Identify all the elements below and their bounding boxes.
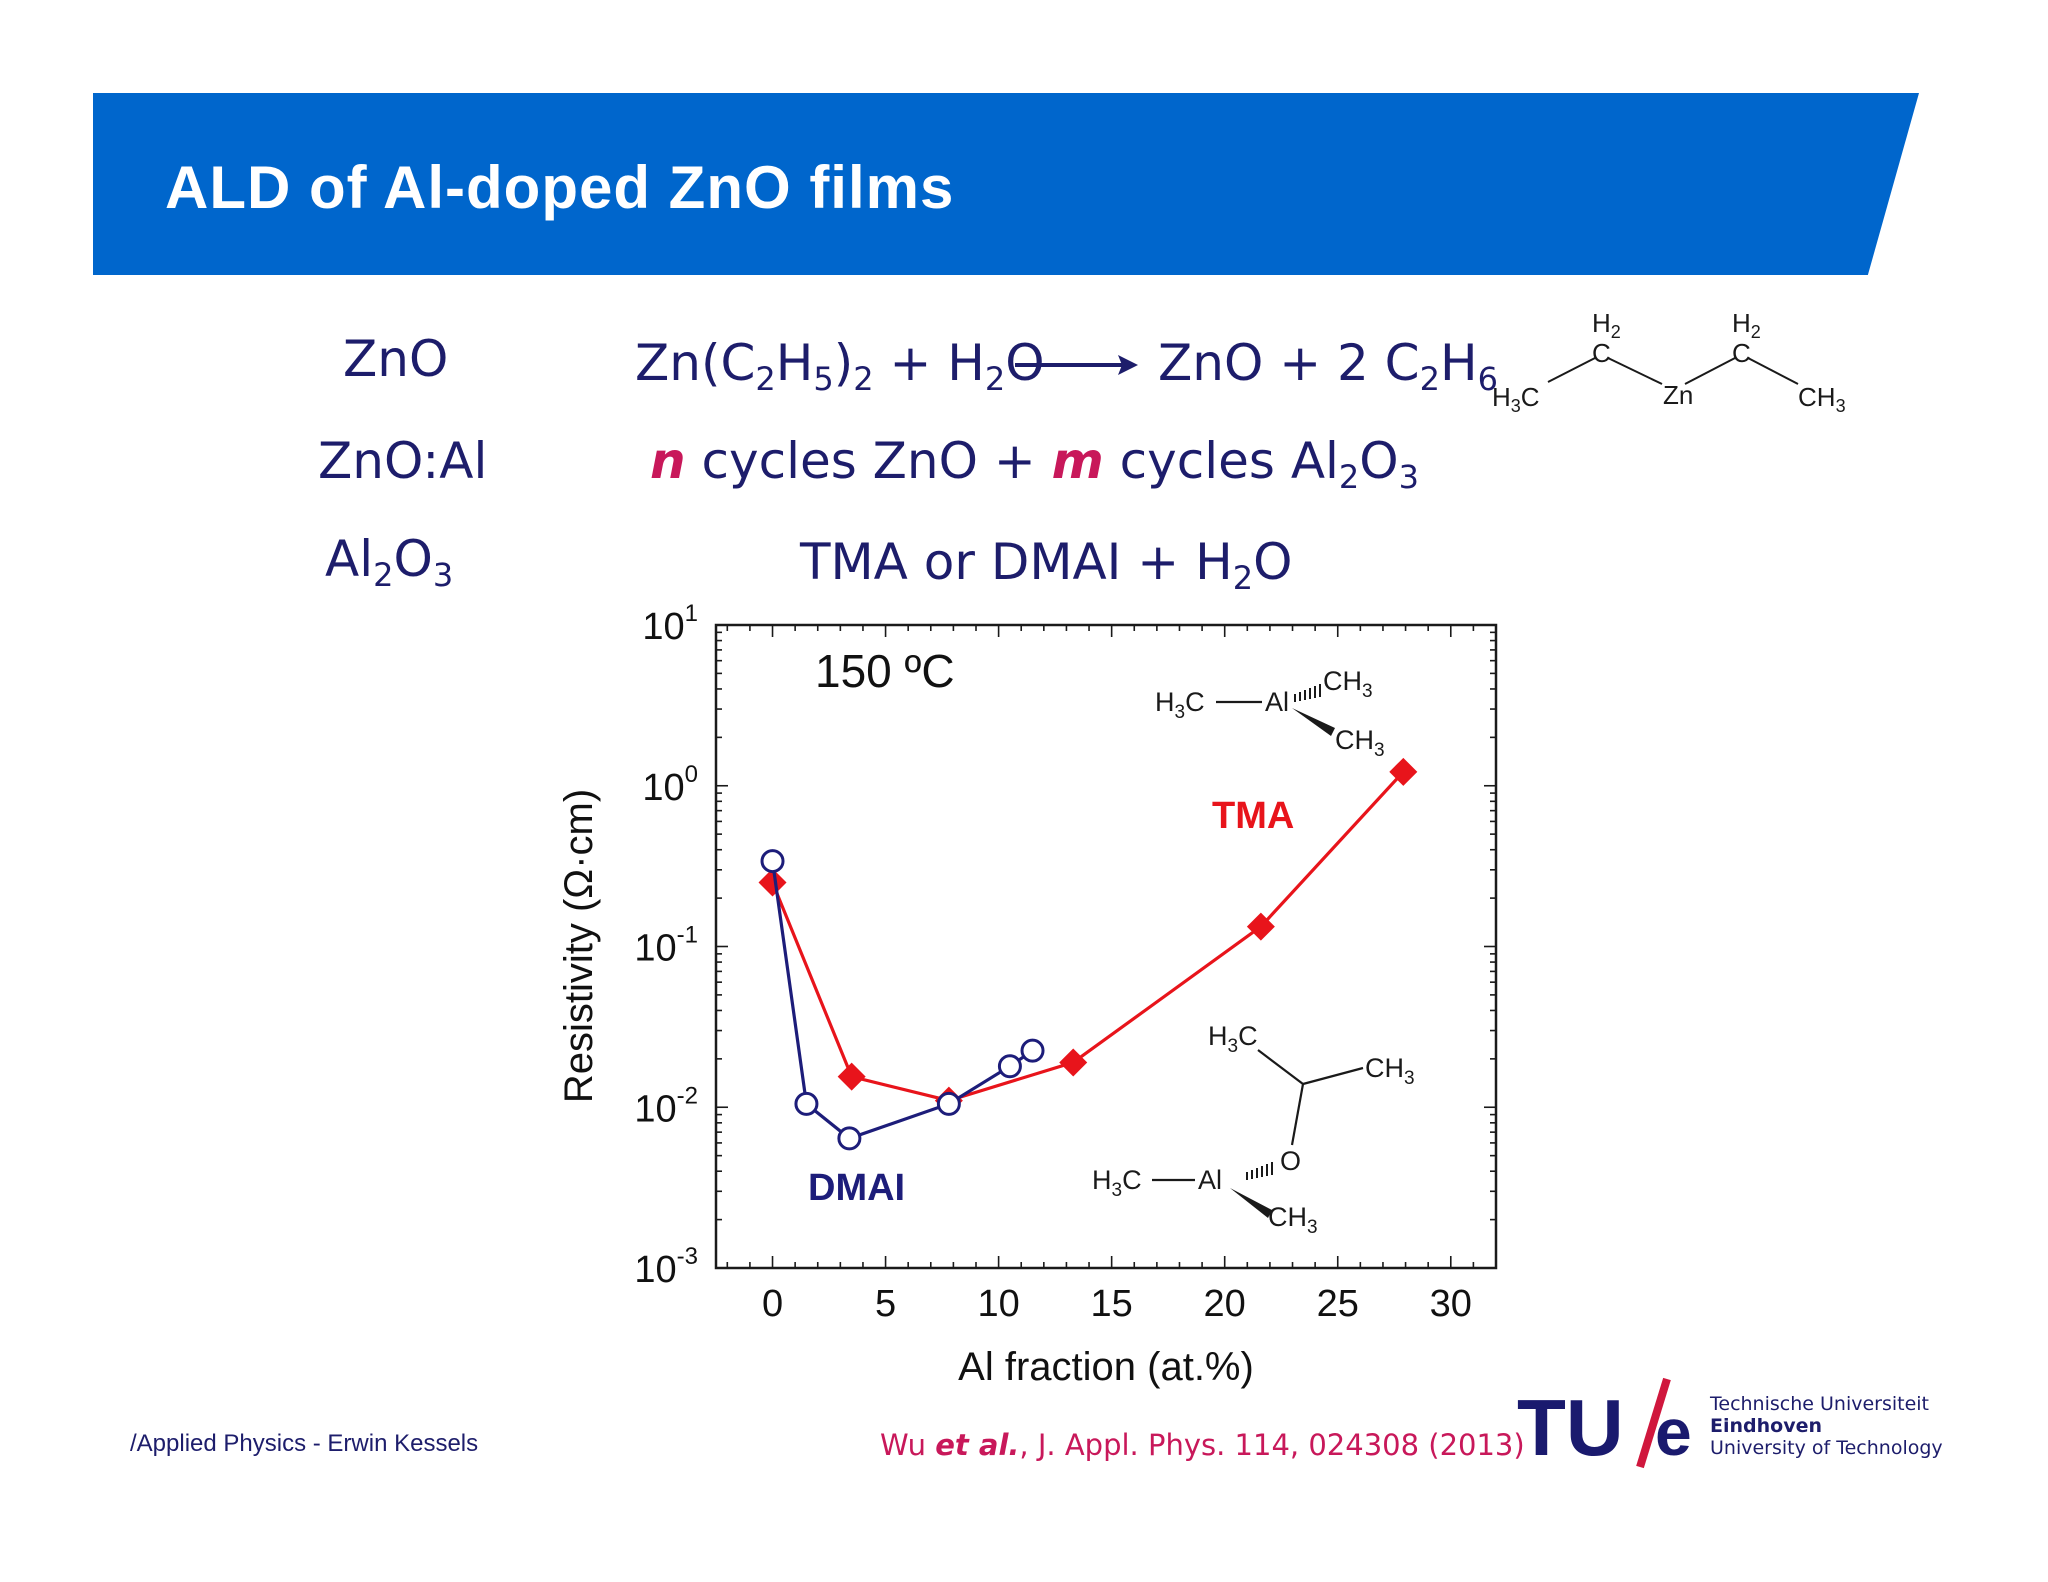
row-label-znoal: ZnO:Al (318, 432, 488, 490)
tue-logo-e: e (1655, 1395, 1692, 1469)
reaction-al2o3: TMA or DMAI + H2O (800, 533, 1293, 597)
tma-al-label: Al (1265, 687, 1289, 717)
data-point-tma (758, 868, 787, 897)
plot-frame (714, 623, 1498, 1270)
tue-logo-tu: TU (1517, 1383, 1624, 1472)
y-tick-label: 10-3 (634, 1243, 698, 1291)
data-point-tma (1389, 757, 1418, 786)
series-label-tma: TMA (1212, 795, 1294, 837)
data-point-dmai (794, 1091, 819, 1116)
row-label-al2o3: Al2O3 (325, 530, 454, 594)
diethylzinc-structure: H2 C H2 C Zn H3C CH3 (1492, 308, 1846, 416)
zn-c-left-label: C (1592, 338, 1611, 368)
data-point-dmai (997, 1054, 1022, 1079)
data-point-dmai (837, 1126, 862, 1151)
data-point-tma (1246, 912, 1275, 941)
x-tick-label: 15 (1091, 1283, 1133, 1325)
reaction-zno: Zn(C2H5)2 + H2O (635, 334, 1045, 398)
x-tick-label: 0 (762, 1283, 783, 1325)
zn-atom-label: Zn (1663, 380, 1693, 410)
tue-logo-text: Technische Universiteit Eindhoven Univer… (1710, 1393, 1943, 1459)
zn-h3c-label: H3C (1492, 382, 1540, 416)
x-tick-label: 5 (875, 1283, 896, 1325)
zn-h2-left-label: H2 (1592, 308, 1621, 342)
reaction-znoal: n cycles ZnO + m cycles Al2O3 (650, 432, 1419, 496)
x-tick-label: 30 (1430, 1283, 1472, 1325)
zn-h2-right-label: H2 (1732, 308, 1761, 342)
y-tick-label: 100 (642, 761, 698, 809)
resistivity-chart: 101 100 10-1 10-2 10-3 0 5 10 15 20 25 30 150 ºC T… (557, 600, 1498, 1389)
y-tick-label: 101 (642, 600, 698, 648)
x-axis-label: Al fraction (at.%) (958, 1345, 1254, 1389)
temperature-annotation: 150 ºC (815, 645, 955, 697)
zn-ch3-label: CH3 (1798, 382, 1846, 416)
series-label-dmai: DMAI (808, 1167, 905, 1209)
title-banner: ALD of Al-doped ZnO films (93, 93, 1919, 275)
footer-author: /Applied Physics - Erwin Kessels (130, 1430, 479, 1457)
row-label-zno: ZnO (343, 330, 449, 388)
dmai-al-label: Al (1198, 1165, 1222, 1195)
y-tick-label: 10-1 (634, 922, 698, 970)
series-line-tma (771, 770, 1405, 1103)
slide-title: ALD of Al-doped ZnO films (165, 154, 955, 221)
tue-logo: TU e (1517, 1377, 1692, 1472)
reference-citation: Wu et al., J. Appl. Phys. 114, 024308 (2… (880, 1428, 1525, 1462)
x-tick-label: 10 (977, 1283, 1019, 1325)
data-point-dmai (760, 849, 785, 874)
zn-c-right-label: C (1732, 338, 1751, 368)
dmai-o-label: O (1280, 1146, 1301, 1176)
data-point-tma (1059, 1048, 1088, 1077)
data-point-tma (837, 1062, 866, 1091)
y-axis-label: Resistivity (Ω·cm) (557, 789, 601, 1103)
data-point-dmai (1020, 1038, 1045, 1063)
x-tick-label: 20 (1204, 1283, 1246, 1325)
reaction-arrow (1015, 355, 1138, 375)
x-tick-label: 25 (1317, 1283, 1359, 1325)
data-point-dmai (936, 1091, 961, 1116)
reaction-zno-product: ZnO + 2 C2H6 (1158, 334, 1498, 398)
y-tick-label: 10-2 (634, 1082, 698, 1130)
